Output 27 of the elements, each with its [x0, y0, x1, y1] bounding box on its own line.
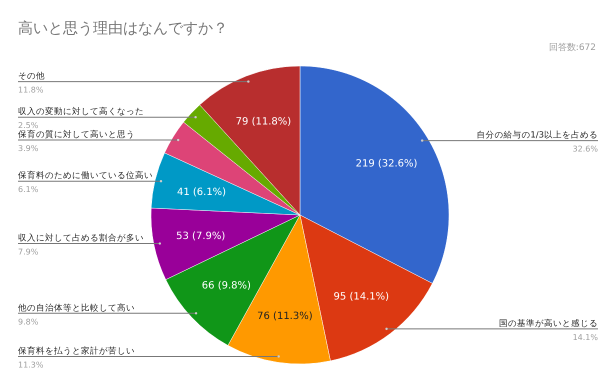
text: 14.1% — [572, 332, 598, 342]
slice-label: その他 — [18, 70, 45, 82]
slice-label: 保育料を払うと家計が苦しい — [18, 345, 135, 356]
data-label: 79 (11.8%) — [236, 116, 292, 128]
text: 6.1% — [18, 185, 39, 194]
slice-label: 保育料のために働いている位高い — [18, 170, 153, 182]
data-label: 53 (7.9%) — [176, 231, 226, 242]
slice-label: 収入に対して占める割合が多い — [18, 232, 144, 244]
data-label: 66 (9.8%) — [202, 280, 252, 292]
slice-label: 収入の変動に対して高くなった — [18, 106, 144, 118]
slice-label: 国の基準が高いと感じる — [499, 318, 598, 329]
chart-subtitle: 回答数:672 — [548, 42, 596, 53]
slice-label: 他の自治体等と比較して高い — [18, 302, 135, 314]
text: 3.9% — [18, 144, 39, 154]
text: 7.9% — [18, 248, 39, 257]
text: 32.6% — [572, 144, 598, 154]
slice-label: 保育の質に対して高いと思う — [18, 129, 135, 140]
data-label: 219 (32.6%) — [356, 158, 418, 170]
text: 11.3% — [18, 360, 44, 370]
data-label: 76 (11.3%) — [257, 311, 313, 322]
data-label: 41 (6.1%) — [176, 187, 226, 198]
text: 11.8% — [18, 86, 44, 95]
data-label: 95 (14.1%) — [334, 292, 390, 303]
text: 9.8% — [18, 317, 39, 326]
slice-label: 自分の給与の1/3以上を占める — [476, 130, 598, 141]
text: 2.5% — [18, 121, 39, 130]
chart-title: 高いと思う理由はなんですか？ — [18, 19, 228, 37]
